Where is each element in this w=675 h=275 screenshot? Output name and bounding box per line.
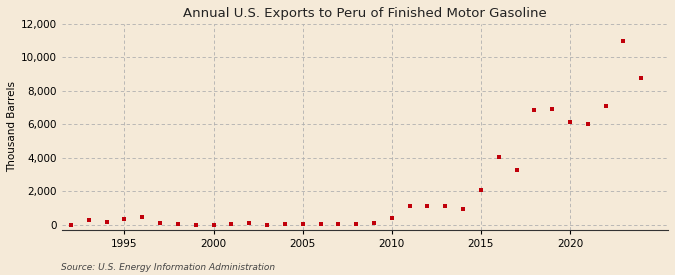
Point [101, 220, 112, 225]
Point [475, 188, 486, 193]
Point [636, 76, 647, 81]
Point [583, 122, 593, 127]
Point [155, 221, 165, 225]
Point [262, 222, 273, 227]
Point [511, 168, 522, 172]
Point [297, 222, 308, 227]
Point [65, 222, 76, 227]
Point [404, 204, 415, 208]
Point [226, 221, 237, 226]
Point [458, 207, 468, 211]
Point [208, 222, 219, 227]
Point [119, 216, 130, 221]
Point [440, 204, 451, 208]
Point [333, 222, 344, 227]
Title: Annual U.S. Exports to Peru of Finished Motor Gasoline: Annual U.S. Exports to Peru of Finished … [183, 7, 547, 20]
Point [369, 221, 379, 226]
Point [547, 107, 558, 111]
Point [84, 218, 95, 222]
Point [529, 108, 540, 112]
Point [244, 220, 254, 225]
Point [386, 216, 397, 220]
Y-axis label: Thousand Barrels: Thousand Barrels [7, 81, 17, 172]
Text: Source: U.S. Energy Information Administration: Source: U.S. Energy Information Administ… [61, 263, 275, 272]
Point [493, 155, 504, 159]
Point [315, 222, 326, 226]
Point [190, 222, 201, 227]
Point [351, 222, 362, 226]
Point [564, 120, 575, 124]
Point [279, 222, 290, 226]
Point [422, 203, 433, 208]
Point [600, 104, 611, 108]
Point [618, 39, 629, 43]
Point [137, 215, 148, 219]
Point [173, 221, 184, 226]
